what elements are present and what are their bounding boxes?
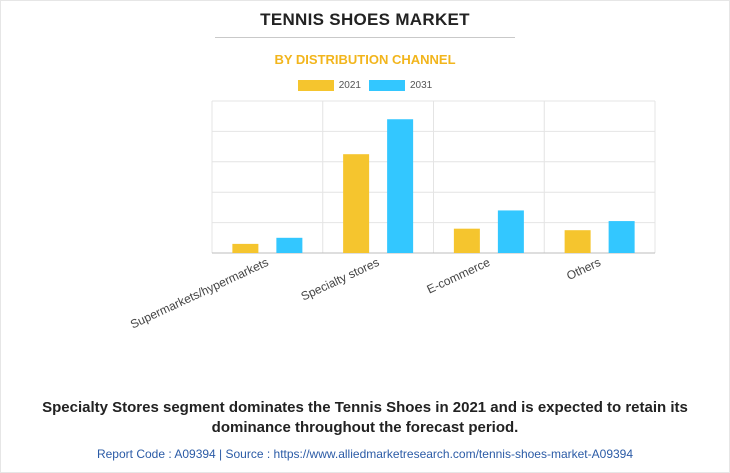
caption-line-2: dominance throughout the forecast period…: [211, 419, 519, 436]
legend-label-2021: 2021: [338, 80, 361, 91]
x-tick-label: Specialty stores: [299, 255, 382, 303]
bar-2031-supermarkets-hypermarkets: [276, 237, 303, 253]
title-divider: [215, 37, 515, 38]
chart-subtitle: BY DISTRIBUTION CHANNEL: [274, 52, 456, 67]
legend-swatch-2021: [297, 80, 334, 91]
bar-chart: Supermarkets/hypermarkets Specialty store…: [128, 100, 656, 331]
legend-item-2021[interactable]: 2021: [297, 80, 361, 91]
x-tick-label: Supermarkets/hypermarkets: [128, 255, 271, 331]
bar-2021-supermarkets-hypermarkets: [232, 243, 259, 253]
bar-2031-e-commerce: [497, 210, 524, 253]
legend-label-2031: 2031: [410, 80, 433, 91]
x-tick-label: E-commerce: [425, 255, 493, 297]
report-source-footer[interactable]: Report Code : A09394 | Source : https://…: [96, 447, 634, 461]
bar-2031-others: [608, 221, 635, 253]
legend: 2021 2031: [0, 80, 730, 91]
x-tick-label: Others: [564, 255, 603, 283]
chart-caption: Specialty Stores segment dominates the T…: [10, 398, 720, 438]
chart-title: TENNIS SHOES MARKET: [260, 10, 470, 29]
bar-2021-e-commerce: [453, 228, 480, 253]
caption-line-1: Specialty Stores segment dominates the T…: [42, 399, 688, 416]
legend-item-2031[interactable]: 2031: [369, 80, 432, 91]
bar-2031-specialty-stores: [387, 119, 414, 254]
legend-swatch-2031: [369, 80, 405, 91]
bar-2021-others: [564, 230, 591, 253]
bar-2021-specialty-stores: [343, 154, 370, 253]
